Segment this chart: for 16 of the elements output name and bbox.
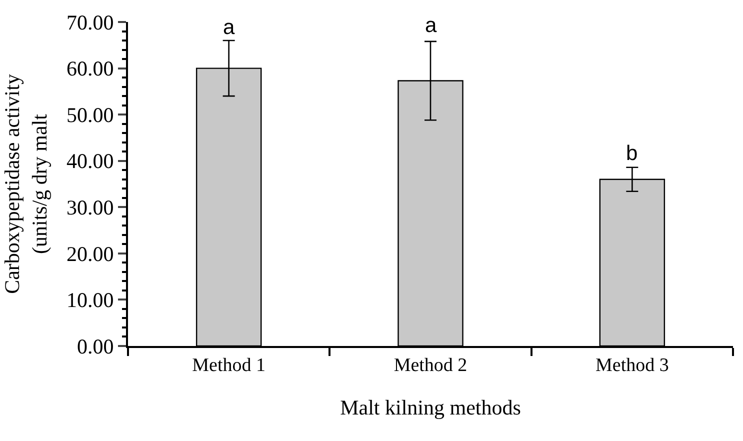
y-tick-label: 10.00 — [66, 288, 114, 312]
annotation: b — [626, 142, 638, 165]
x-tick-label: Method 1 — [192, 354, 266, 376]
y-tick-label: 20.00 — [66, 242, 114, 266]
x-tick-label: Method 2 — [394, 354, 468, 376]
x-tick-label: Method 3 — [595, 354, 669, 376]
y-tick-label: 60.00 — [66, 56, 114, 81]
y-tick-label: 50.00 — [66, 102, 114, 127]
annotation: a — [425, 14, 437, 37]
y-axis-title: Carboxypeptidase activity (units/g dry malt — [0, 74, 52, 294]
y-tick-label: 70.00 — [66, 10, 114, 34]
y-tick-label: 40.00 — [66, 149, 114, 174]
x-axis-title: Malt kilning methods — [340, 396, 521, 420]
annotation: a — [223, 16, 235, 39]
y-tick-label: 30.00 — [66, 195, 114, 220]
y-tick-label: 0.00 — [77, 334, 114, 358]
